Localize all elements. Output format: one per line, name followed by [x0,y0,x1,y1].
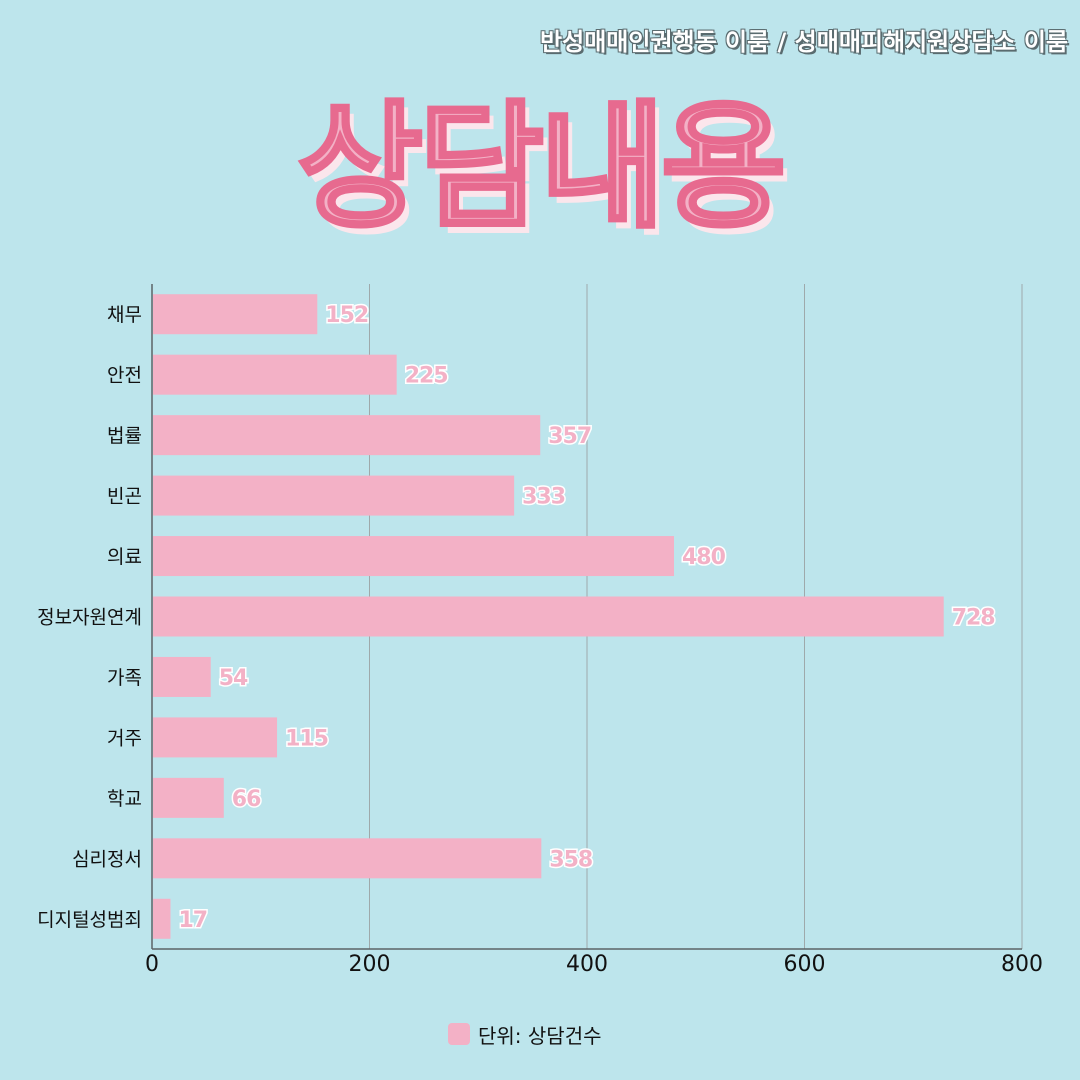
data-label: 333 [522,485,565,510]
bar [153,415,541,456]
bar [153,838,542,879]
data-label: 358 [549,847,592,872]
bar [153,777,224,818]
data-label: 17 [178,908,207,933]
y-tick-label: 의료 [107,546,142,568]
legend-label: 단위: 상담건수 [478,1023,602,1048]
data-label: 225 [405,364,448,389]
y-tick-label: 거주 [107,727,142,749]
bar [153,475,515,516]
page-title: 상담내용 [296,87,788,249]
y-tick-label: 학교 [107,788,142,810]
bar [153,354,397,395]
y-tick-label: 정보자원연계 [37,607,142,629]
bar [153,898,171,939]
organization-names: 반성매매인권행동 이룸 / 성매매피해지원상담소 이룸 [540,28,1068,56]
data-label: 357 [548,424,591,449]
y-tick-label: 디지털성범죄 [37,909,142,931]
x-tick-label: 200 [349,952,391,977]
bar-chart: 0 200 400 600 800 채무 152 안전 225 법률 357 빈곤 333 의료 480 정보… [37,284,1043,977]
y-tick-label: 가족 [107,667,142,689]
legend-swatch [448,1023,470,1045]
bar [153,596,944,637]
bar [153,536,674,577]
data-label: 480 [682,545,726,570]
y-tick-label: 법률 [107,425,142,447]
x-tick-label: 0 [145,952,159,977]
y-tick-label: 안전 [107,365,142,387]
data-label: 115 [285,726,328,751]
bar [153,294,318,335]
y-tick-label: 채무 [107,304,142,326]
data-label: 728 [952,606,995,631]
y-tick-label: 심리정서 [72,848,142,870]
x-tick-label: 800 [1001,952,1043,977]
legend: 단위: 상담건수 [448,1018,602,1050]
x-tick-label: 400 [566,952,608,977]
x-tick-label: 600 [784,952,826,977]
bar [153,656,211,697]
y-tick-label: 빈곤 [107,486,142,508]
bar [153,717,278,758]
data-label: 66 [232,787,261,812]
data-label: 54 [219,666,248,691]
data-label: 152 [325,303,368,328]
